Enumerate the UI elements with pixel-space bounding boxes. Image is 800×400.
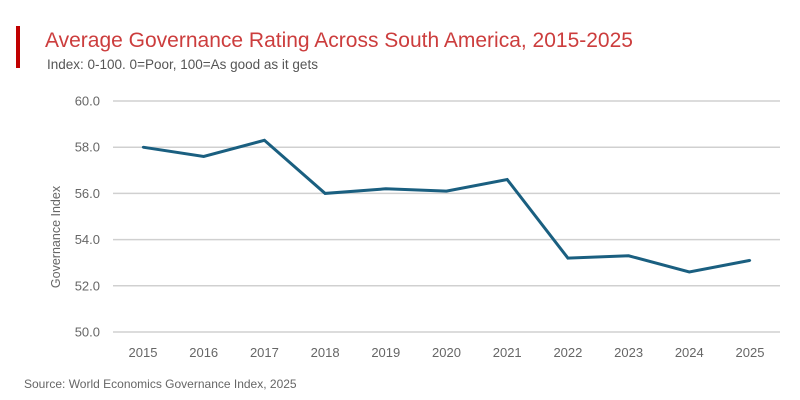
title-accent-bar xyxy=(16,26,20,68)
y-tick-label: 60.0 xyxy=(75,94,100,109)
x-tick-label: 2024 xyxy=(675,345,704,360)
series-layer xyxy=(141,138,752,274)
x-tick-label: 2022 xyxy=(553,345,582,360)
x-tick-label: 2023 xyxy=(614,345,643,360)
x-tick-label: 2016 xyxy=(189,345,218,360)
data-point xyxy=(566,256,570,260)
data-point xyxy=(384,187,387,190)
data-point xyxy=(748,259,752,262)
y-axis-ticks: 50.0 52.0 54.0 56.0 58.0 60.0 xyxy=(75,94,100,340)
x-axis-ticks: 2015 2016 2017 2018 2019 2020 2021 2022 2023 2024… xyxy=(129,345,765,360)
x-tick-label: 2015 xyxy=(129,345,158,360)
y-tick-label: 50.0 xyxy=(75,325,100,340)
gridlines xyxy=(113,100,780,333)
y-tick-label: 52.0 xyxy=(75,278,100,293)
data-point xyxy=(445,189,448,193)
x-tick-label: 2025 xyxy=(736,345,765,360)
y-tick-label: 54.0 xyxy=(75,232,100,247)
x-tick-label: 2021 xyxy=(493,345,522,360)
chart-subtitle: Index: 0-100. 0=Poor, 100=As good as it … xyxy=(47,57,318,72)
x-tick-label: 2020 xyxy=(432,345,461,360)
data-point xyxy=(627,254,630,257)
data-point xyxy=(141,146,145,149)
x-tick-label: 2018 xyxy=(311,345,340,360)
y-tick-label: 58.0 xyxy=(75,140,100,155)
data-point xyxy=(688,270,691,274)
data-point xyxy=(323,192,327,195)
y-axis-title: Governance Index xyxy=(49,185,63,288)
x-tick-label: 2017 xyxy=(250,345,279,360)
source-note: Source: World Economics Governance Index… xyxy=(24,377,297,391)
data-point xyxy=(263,139,266,142)
y-tick-label: 56.0 xyxy=(75,186,100,201)
series-line xyxy=(142,138,751,274)
chart-title: Average Governance Rating Across South A… xyxy=(45,29,633,52)
data-point xyxy=(202,155,205,158)
x-tick-label: 2019 xyxy=(371,345,400,360)
data-point xyxy=(506,178,509,181)
